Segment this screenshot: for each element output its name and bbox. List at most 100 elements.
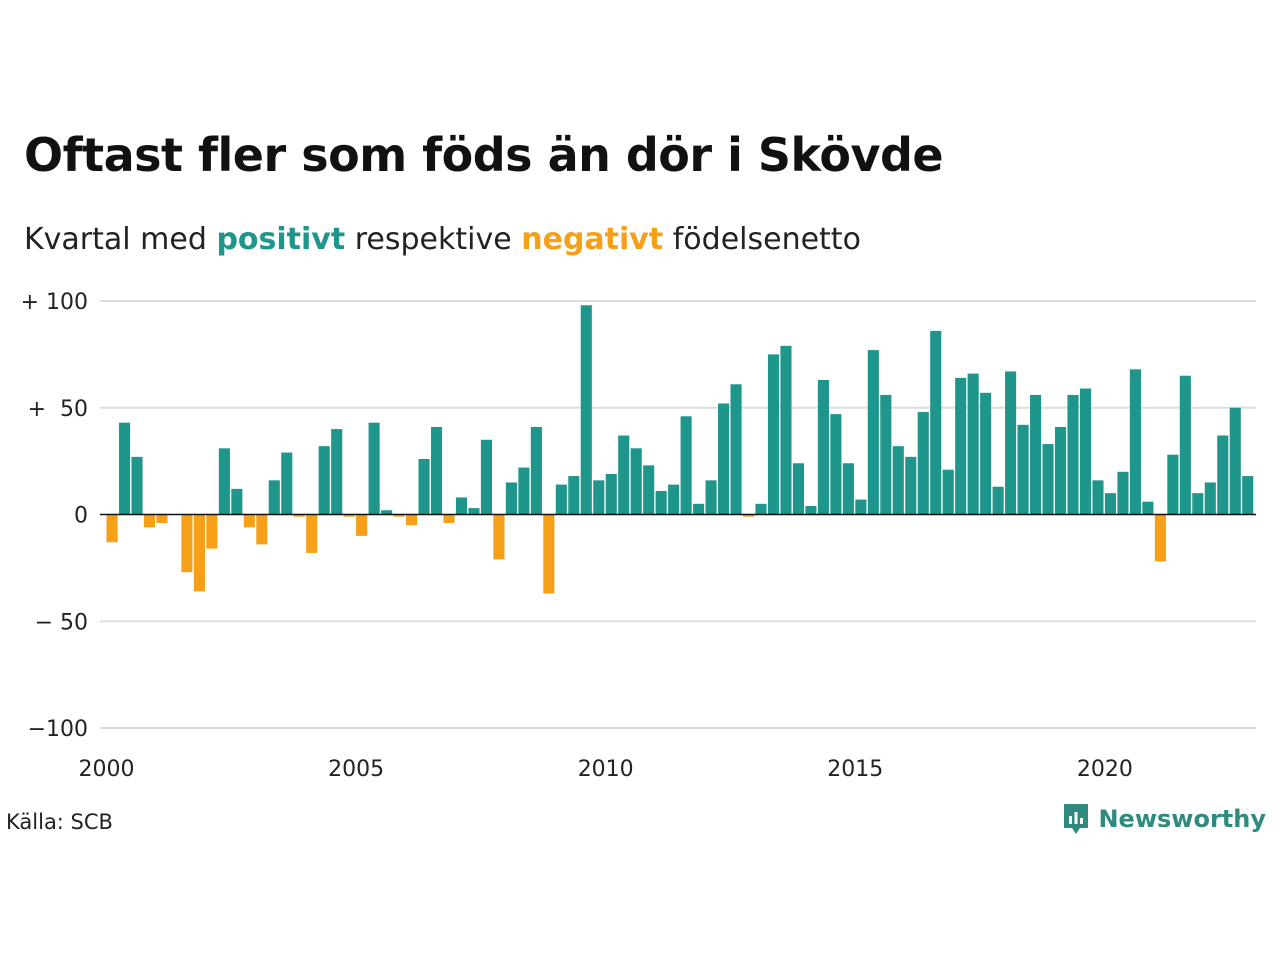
bar-positive [618,435,630,515]
x-tick-label: 2015 [827,757,883,782]
bar-positive [580,305,592,515]
bar-positive [568,476,580,515]
bar-positive [418,458,430,515]
bar-positive [780,345,792,515]
bar-positive [955,377,967,515]
bar-positive [730,384,742,515]
bar-negative [156,514,168,524]
x-tick-label: 2020 [1077,757,1133,782]
chart-subtitle: Kvartal med positivt respektive negativt… [24,222,861,257]
bar-negative [406,514,418,526]
bar-positive [1092,480,1104,515]
bar-positive [830,414,842,515]
bar-negative [193,514,205,592]
bar-negative [343,514,355,517]
bar-positive [605,473,617,515]
gridlines [100,300,1256,729]
bar-positive [118,422,131,515]
bar-positive [980,392,992,515]
bar-positive [480,439,492,515]
bar-positive [231,488,243,515]
bar-positive [1167,454,1179,515]
brand-logo: Newsworthy [1062,802,1266,836]
y-tick-label: + 100 [21,290,88,315]
bar-positive [131,456,143,515]
bar-positive [680,416,692,515]
bar-negative [742,514,755,517]
subtitle-text-start: Kvartal med [24,222,207,257]
bar-positive [1217,435,1229,515]
bar-positive [331,429,343,515]
bar-positive [905,456,917,515]
bar-negative [293,514,305,517]
bar-negative [356,514,368,536]
bar-positive [1117,471,1129,515]
bar-positive [1179,375,1191,515]
bar-positive [1142,501,1154,515]
subtitle-text-middle: respektive [354,222,512,257]
bar-positive [967,373,979,515]
bar-positive [518,467,530,515]
bar-positive [1192,493,1204,515]
bar-negative [443,514,455,524]
bar-positive [705,480,717,515]
bars [106,305,1254,594]
brand-name: Newsworthy [1098,805,1266,833]
bar-positive [930,330,942,515]
bar-positive [630,448,642,515]
bar-positive [1005,371,1017,515]
bar-positive [655,491,667,515]
axis-labels: + 100 + 50 0 − 50 −100 2000 2005 2010 2015 2020 [21,290,1133,782]
bar-positive [1204,482,1216,515]
y-tick-label: −100 [28,717,88,742]
bar-negative [493,514,505,560]
bar-positive [867,350,879,515]
bar-positive [992,486,1004,515]
y-tick-label: − 50 [35,610,88,635]
bar-positive [805,505,817,515]
bar-positive [693,503,705,515]
bar-positive [792,463,804,515]
bar-positive [593,480,605,515]
bar-positive [917,412,929,515]
bar-negative [306,514,318,553]
bar-positive [1242,476,1254,515]
bar-positive [1079,388,1092,515]
y-tick-label: + 50 [28,397,88,422]
bar-positive [842,463,854,515]
bar-positive [767,354,780,515]
x-tick-label: 2005 [328,757,384,782]
bar-positive [1054,426,1067,515]
bar-positive [505,482,517,515]
bar-chart: + 100 + 50 0 − 50 −100 2000 2005 2010 2015 2020 [21,290,1256,782]
bar-positive [718,403,730,515]
x-tick-label: 2000 [79,757,135,782]
bar-positive [468,508,480,515]
bar-negative [256,514,268,545]
bar-positive [817,380,829,515]
bar-positive [892,446,904,515]
bar-negative [181,514,193,573]
bar-positive [880,394,892,515]
y-tick-label: 0 [74,504,88,529]
chart-title: Oftast fler som föds än dör i Skövde [24,128,944,182]
bar-positive [1067,394,1079,515]
bar-positive [1229,407,1241,515]
subtitle-text-end: födelsenetto [672,222,861,257]
bar-negative [243,514,255,528]
bar-positive [268,480,280,515]
bar-positive [430,426,443,515]
subtitle-negative-word: negativt [521,222,664,257]
bar-negative [106,514,118,543]
bar-positive [555,484,567,515]
bar-positive [218,448,230,515]
bar-negative [1154,514,1166,562]
bar-positive [1042,444,1054,515]
bar-positive [381,510,393,515]
bar-positive [1030,394,1042,515]
bar-positive [530,426,542,515]
bar-positive [1017,424,1029,515]
bar-positive [455,497,468,515]
bar-positive [368,422,380,515]
subtitle-positive-word: positivt [216,222,346,257]
